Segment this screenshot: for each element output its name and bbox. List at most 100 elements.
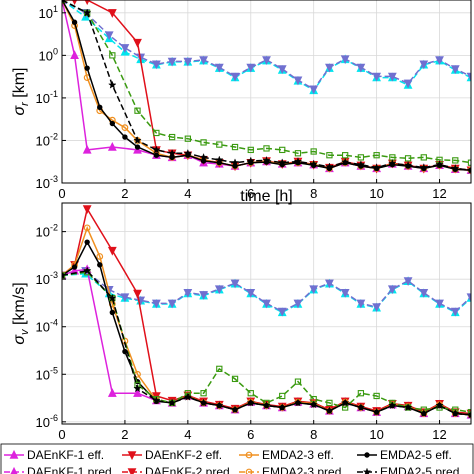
legend-label: DAEnKF-1 pred.: [27, 465, 115, 474]
data-point: [84, 239, 90, 245]
data-point: [451, 164, 460, 172]
data-point: [340, 288, 350, 298]
data-point: [199, 153, 208, 161]
plot-frame: [61, 202, 472, 425]
data-point: [452, 157, 459, 164]
data-point: [420, 154, 427, 161]
data-point: [277, 65, 287, 74]
legend-label: EMDA2-3 eff.: [262, 448, 334, 462]
data-point: [108, 80, 117, 89]
data-point: [107, 388, 117, 397]
data-point: [309, 285, 319, 295]
data-point: [184, 135, 191, 142]
y-tick-label: 10-4: [36, 318, 58, 335]
data-point: [263, 145, 270, 152]
legend-marker: [364, 452, 370, 458]
data-point: [167, 299, 177, 309]
data-point: [403, 160, 413, 169]
data-point: [167, 398, 177, 407]
data-point: [388, 158, 397, 167]
data-point: [262, 299, 271, 309]
chart-panel-1: 0 2 4 6 8 10 12 10-3 10-2 10-1 100 101 σr [km] time […: [11, 0, 472, 205]
data-point: [82, 205, 92, 215]
data-point: [230, 72, 240, 82]
data-point: [152, 145, 161, 154]
data-point: [70, 50, 79, 60]
data-point: [435, 299, 444, 309]
data-point: [279, 392, 286, 400]
data-point: [230, 405, 240, 414]
data-point: [167, 148, 177, 157]
data-point: [216, 141, 223, 148]
data-point: [97, 262, 103, 268]
data-point: [356, 299, 366, 309]
data-point: [97, 104, 103, 111]
legend-marker: [10, 466, 18, 474]
data-point: [96, 253, 104, 260]
data-point: [466, 410, 471, 419]
data-point: [356, 403, 366, 412]
x-tick-label: 10: [369, 427, 383, 442]
legend-label: EMDA2-5 eff.: [380, 448, 452, 462]
legend-marker: [127, 451, 137, 461]
data-point: [214, 285, 224, 295]
y-tick-label: 101: [39, 4, 58, 21]
x-tick-label: 12: [432, 427, 446, 442]
data-point: [107, 141, 117, 151]
data-point: [372, 303, 382, 313]
data-point: [83, 224, 91, 232]
x-tick-label: 0: [58, 427, 65, 442]
series-line-5: [62, 225, 471, 416]
x-tick-label: 8: [310, 186, 317, 201]
data-point: [310, 148, 317, 155]
series-line-7: [62, 271, 471, 413]
data-point: [293, 157, 303, 166]
data-point: [357, 390, 365, 397]
data-point: [262, 401, 271, 410]
data-point: [108, 293, 117, 302]
data-point: [466, 293, 471, 303]
data-point: [215, 155, 224, 164]
legend-label: DAEnKF-2 pred.: [145, 465, 233, 474]
y-tick-label: 10-3: [36, 270, 58, 287]
x-tick-label: 2: [121, 427, 128, 442]
data-point: [200, 139, 207, 146]
data-point: [120, 44, 130, 53]
data-point: [134, 144, 141, 150]
data-point: [246, 288, 256, 298]
data-point: [404, 155, 412, 162]
data-point: [325, 406, 334, 415]
data-point: [133, 388, 142, 397]
data-point: [183, 392, 193, 401]
data-point: [372, 407, 381, 416]
data-point: [247, 390, 254, 397]
data-point: [262, 56, 271, 66]
series-group: [62, 205, 471, 419]
data-point: [342, 152, 349, 159]
data-point: [230, 279, 240, 289]
data-point: [62, 0, 65, 4]
data-point: [183, 57, 193, 67]
legend-marker: [127, 468, 137, 474]
data-point: [246, 398, 255, 407]
data-point: [326, 152, 333, 159]
legend: DAEnKF-1 eff. DAEnKF-2 eff. EMDA2-3 eff. EM…: [0, 443, 474, 474]
y-tick-label: 10-2: [36, 223, 58, 240]
data-point: [340, 398, 350, 407]
data-point: [169, 154, 175, 161]
data-point: [199, 56, 208, 66]
x-tick-label: 6: [247, 186, 254, 201]
plot-frame: [61, 0, 472, 184]
data-point: [309, 85, 319, 95]
legend-marker: [245, 451, 253, 459]
data-point: [133, 289, 142, 299]
data-point: [403, 403, 413, 412]
legend-item: DAEnKF-1 eff.: [4, 448, 104, 462]
data-point: [133, 136, 142, 144]
legend-item: EMDA2-3 pred.: [239, 465, 345, 474]
series-line-7: [62, 0, 471, 164]
data-point: [215, 401, 224, 410]
x-tick-label: 10: [369, 186, 383, 201]
data-point: [109, 120, 116, 127]
